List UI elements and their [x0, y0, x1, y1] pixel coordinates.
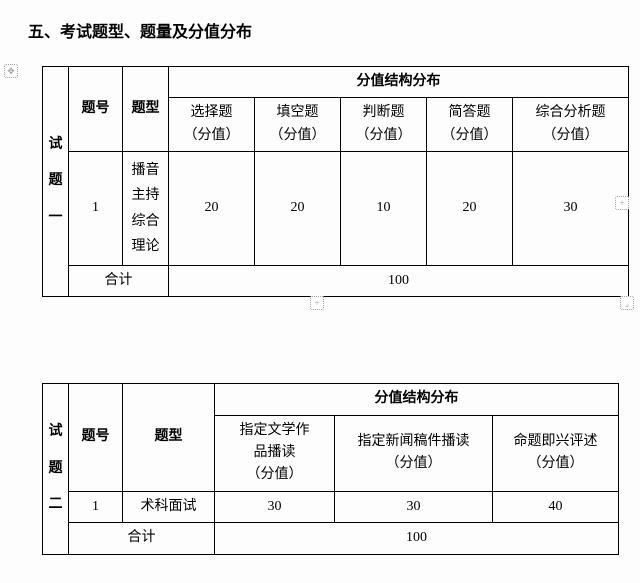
side-label-1: 试 题 一: [43, 67, 69, 297]
cell-no: 1: [69, 152, 123, 266]
move-handle-icon[interactable]: ✥: [4, 64, 18, 78]
table-header-row: 试 题 二 题号 题型 分值结构分布: [43, 384, 619, 415]
table-1-wrap: 试 题 一 题号 题型 分值结构分布 选择题 （分值） 填空题 （分值） 判断题…: [42, 66, 620, 297]
total-value: 100: [169, 265, 629, 296]
resize-handle-icon[interactable]: ⌟: [620, 296, 634, 310]
col-header-dist: 分值结构分布: [169, 67, 629, 98]
add-row-icon[interactable]: +: [310, 296, 324, 310]
page: 五、考试题型、题量及分值分布 ✥ 试 题 一 题号 题型 分值结构分布 选择题 …: [0, 0, 640, 573]
cell-v2: 30: [335, 491, 493, 522]
subcol-3: 判断题 （分值）: [341, 98, 427, 152]
col-header-dist: 分值结构分布: [215, 384, 619, 415]
cell-v3: 10: [341, 152, 427, 266]
col-header-no: 题号: [69, 384, 123, 492]
subcol-3: 命题即兴评述 （分值）: [493, 415, 619, 491]
col-header-type: 题型: [123, 67, 169, 152]
cell-type: 播音 主持 综合 理论: [123, 152, 169, 266]
subcol-4: 简答题 （分值）: [427, 98, 513, 152]
col-header-no: 题号: [69, 67, 123, 152]
col-header-type: 题型: [123, 384, 215, 492]
table-total-row: 合计 100: [43, 523, 619, 554]
section-heading: 五、考试题型、题量及分值分布: [28, 18, 620, 42]
cell-v4: 20: [427, 152, 513, 266]
table-row: 1 播音 主持 综合 理论 20 20 10 20 30: [43, 152, 629, 266]
subcol-1: 选择题 （分值）: [169, 98, 255, 152]
exam-table-1: 试 题 一 题号 题型 分值结构分布 选择题 （分值） 填空题 （分值） 判断题…: [42, 66, 629, 297]
cell-v1: 20: [169, 152, 255, 266]
side-label-2: 试 题 二: [43, 384, 69, 554]
table-2-wrap: 试 题 二 题号 题型 分值结构分布 指定文学作 品播读 （分值） 指定新闻稿件…: [42, 383, 620, 554]
total-value: 100: [215, 523, 619, 554]
table-row: 1 术科面试 30 30 40: [43, 491, 619, 522]
total-label: 合计: [69, 523, 215, 554]
cell-v5: 30: [513, 152, 629, 266]
table-total-row: 合计 100: [43, 265, 629, 296]
total-label: 合计: [69, 265, 169, 296]
cell-v1: 30: [215, 491, 335, 522]
add-column-icon[interactable]: +: [615, 196, 629, 210]
cell-v3: 40: [493, 491, 619, 522]
cell-no: 1: [69, 491, 123, 522]
subcol-2: 填空题 （分值）: [255, 98, 341, 152]
subcol-1: 指定文学作 品播读 （分值）: [215, 415, 335, 491]
table-header-row: 试 题 一 题号 题型 分值结构分布: [43, 67, 629, 98]
exam-table-2: 试 题 二 题号 题型 分值结构分布 指定文学作 品播读 （分值） 指定新闻稿件…: [42, 383, 619, 554]
subcol-2: 指定新闻稿件播读 （分值）: [335, 415, 493, 491]
cell-v2: 20: [255, 152, 341, 266]
cell-type: 术科面试: [123, 491, 215, 522]
subcol-5: 综合分析题 （分值）: [513, 98, 629, 152]
